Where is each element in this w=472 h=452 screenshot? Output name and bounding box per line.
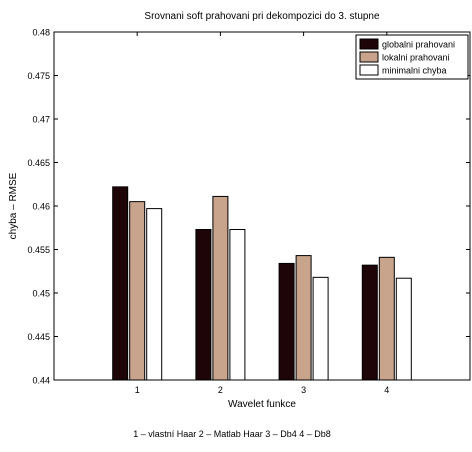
y-tick-label: 0.44	[32, 376, 50, 386]
bar-1-2	[195, 228, 212, 381]
y-tick-label: 0.445	[27, 332, 50, 342]
x-tick-label: 3	[301, 385, 306, 395]
bar-2-3	[295, 255, 312, 381]
bar-3-3	[312, 276, 329, 381]
bar-group	[112, 186, 412, 381]
bar-3-1	[146, 208, 163, 381]
bar-3-2	[229, 228, 246, 381]
legend-label: lokalni prahovani	[382, 53, 450, 63]
y-tick-label: 0.45	[32, 289, 50, 299]
y-tick-label: 0.47	[32, 115, 50, 125]
bar-3-4	[395, 277, 412, 381]
bar-2-4	[378, 256, 395, 381]
legend-swatch	[359, 64, 379, 76]
x-axis-label: Wavelet funkce	[228, 399, 296, 410]
y-tick-label: 0.475	[27, 71, 50, 81]
bar-2-1	[129, 201, 146, 381]
x-tick-label: 4	[384, 385, 389, 395]
legend-label: minimalni chyba	[382, 66, 447, 76]
legend: globalni prahovani lokalni prahovani minim…	[355, 34, 469, 80]
y-tick-label: 0.465	[27, 158, 50, 168]
legend-swatch	[359, 51, 379, 63]
bar-1-1	[112, 186, 129, 381]
chart-title: Srovnani soft prahovani pri dekompozici …	[144, 11, 380, 22]
bar-1-4	[361, 264, 378, 381]
y-tick-label: 0.46	[32, 202, 50, 212]
y-axis-label: chyba – RMSE	[8, 172, 19, 239]
y-tick-label: 0.48	[32, 28, 50, 38]
footnote: 1 – vlastní Haar 2 – Matlab Haar 3 – Db4…	[133, 429, 331, 439]
y-tick-label: 0.455	[27, 245, 50, 255]
legend-swatch	[359, 38, 379, 50]
bar-2-2	[212, 195, 229, 381]
legend-label: globalni prahovani	[382, 40, 455, 50]
x-tick-label: 1	[135, 385, 140, 395]
bar-1-3	[278, 262, 295, 381]
x-tick-label: 2	[218, 385, 223, 395]
y-axis: 0.44 0.445 0.45 0.455 0.46 0.465 0.47 0.475 0.48	[27, 28, 470, 386]
